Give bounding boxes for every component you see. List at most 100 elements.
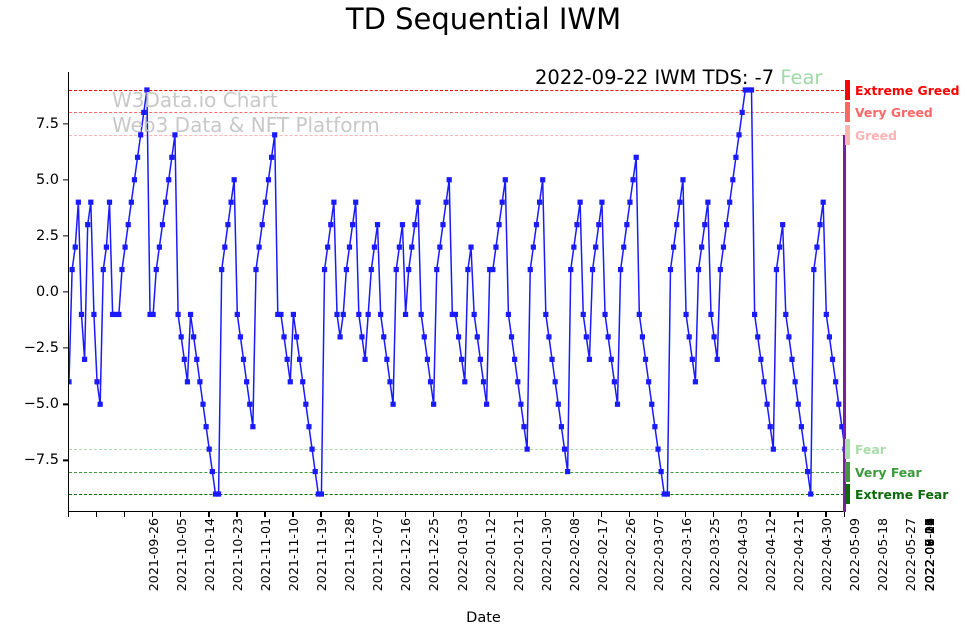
tds-marker: [371, 244, 378, 250]
tds-marker: [141, 109, 147, 116]
x-tick-label: 2022-02-08: [566, 518, 582, 592]
tds-marker: [268, 154, 275, 160]
tds-marker: [674, 222, 680, 228]
tds-marker: [231, 177, 237, 183]
tds-marker: [334, 311, 340, 318]
tds-marker: [175, 311, 181, 318]
tds-marker: [633, 154, 639, 160]
tds-marker: [197, 379, 203, 385]
tds-marker: [664, 491, 670, 497]
x-tick-mark: [844, 512, 846, 517]
x-tick-mark: [292, 512, 294, 517]
tds-marker: [770, 446, 776, 452]
tds-marker: [424, 356, 430, 362]
x-tick-label: 2022-05-09: [847, 518, 863, 592]
tds-marker: [833, 379, 839, 385]
tds-marker: [343, 266, 349, 273]
x-tick-mark: [769, 512, 771, 517]
band-label-greed: Greed: [855, 127, 897, 143]
tds-marker: [415, 199, 421, 205]
tds-marker: [801, 446, 808, 452]
tds-marker: [278, 311, 284, 318]
x-tick-mark: [208, 512, 210, 517]
tds-marker: [356, 311, 362, 318]
tds-marker: [602, 311, 608, 318]
x-tick-mark: [825, 512, 827, 517]
x-tick-mark: [572, 512, 575, 517]
x-tick-mark: [797, 512, 799, 517]
tds-marker: [490, 266, 496, 273]
tds-marker: [337, 334, 343, 340]
tds-marker: [328, 222, 334, 228]
tds-marker: [773, 266, 780, 273]
tds-marker: [783, 311, 789, 318]
tds-marker: [642, 356, 649, 362]
tds-marker: [106, 199, 113, 205]
x-tick-mark: [628, 512, 631, 517]
x-tick-label: 2022-02-17: [594, 518, 610, 592]
tds-marker: [723, 222, 730, 228]
tds-marker: [705, 199, 711, 205]
tds-marker: [624, 222, 630, 228]
tds-marker: [353, 199, 359, 205]
band-swatch-very-fear: [845, 461, 850, 482]
x-tick-label: 2022-05-18: [875, 518, 891, 592]
tds-marker: [555, 401, 561, 407]
tds-marker: [159, 222, 166, 228]
tds-marker: [290, 311, 296, 318]
tds-marker: [496, 222, 502, 228]
band-swatch-extreme-greed: [845, 79, 850, 100]
tds-marker: [272, 132, 278, 138]
tds-marker: [81, 356, 88, 362]
tds-marker: [97, 401, 103, 407]
tds-marker: [614, 401, 621, 407]
tds-marker: [761, 379, 767, 385]
tds-marker: [287, 379, 293, 385]
tds-marker: [599, 199, 605, 205]
tds-marker: [434, 266, 440, 273]
tds-marker: [321, 266, 328, 273]
tds-marker: [365, 311, 371, 318]
tds-marker: [471, 311, 477, 318]
tds-marker: [381, 334, 387, 340]
tds-marker: [689, 356, 695, 362]
plot-area: [68, 72, 844, 512]
tds-marker: [443, 199, 449, 205]
tds-marker: [412, 222, 418, 228]
tds-marker: [546, 334, 552, 340]
tds-marker: [468, 244, 474, 250]
x-tick-label: 2022-04-12: [763, 518, 779, 592]
x-tick-mark: [264, 512, 266, 517]
tds-marker: [508, 334, 515, 340]
y-tick-mark: [63, 122, 68, 125]
tds-marker: [530, 244, 536, 250]
tds-marker: [786, 334, 792, 340]
y-tick-mark: [63, 179, 68, 181]
x-tick-mark: [516, 512, 519, 517]
tds-marker: [680, 177, 686, 183]
tds-marker: [795, 401, 801, 407]
tds-marker: [586, 356, 593, 362]
tds-marker: [543, 311, 549, 318]
tds-marker: [618, 266, 624, 273]
tds-marker: [181, 356, 187, 362]
tds-marker: [110, 311, 116, 318]
x-tick-mark: [180, 512, 182, 517]
tds-marker: [85, 222, 91, 228]
tds-marker: [306, 424, 312, 430]
x-tick-label: 2022-02-26: [623, 518, 639, 592]
tds-marker: [646, 379, 652, 385]
tds-marker: [764, 401, 770, 407]
tds-marker: [125, 222, 131, 228]
tds-marker: [711, 334, 717, 340]
tds-marker: [194, 356, 200, 362]
tds-marker: [147, 311, 153, 318]
tds-marker: [178, 334, 184, 340]
tds-marker: [113, 311, 119, 318]
tds-marker: [256, 244, 262, 250]
tds-marker: [565, 468, 571, 475]
tds-marker: [477, 356, 483, 362]
tds-marker: [527, 266, 533, 273]
tds-marker: [589, 266, 596, 273]
tds-marker: [736, 132, 742, 138]
